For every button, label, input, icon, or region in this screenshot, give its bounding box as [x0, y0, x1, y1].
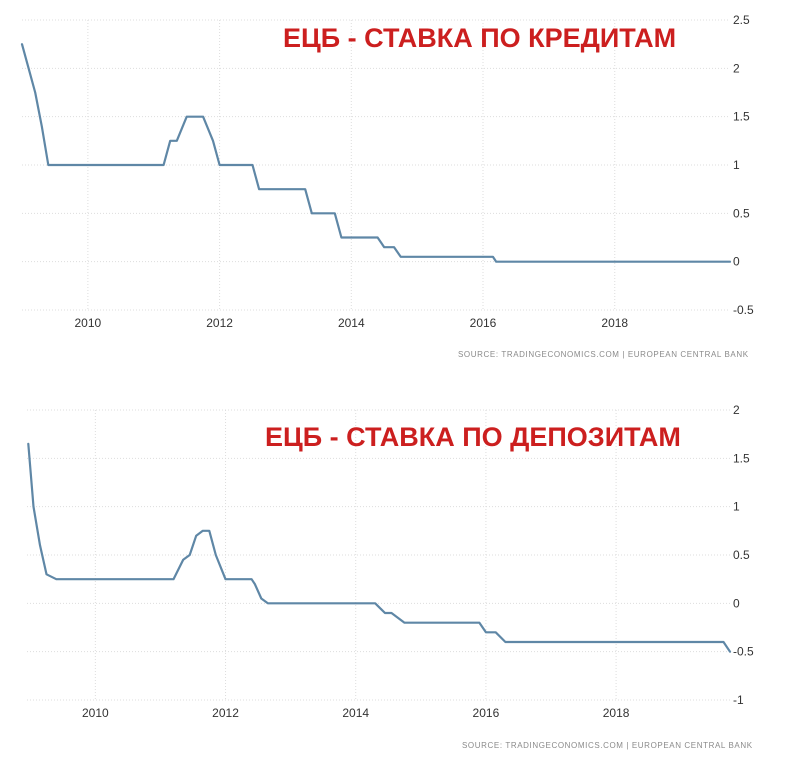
y-tick-label: 0	[733, 255, 740, 269]
y-tick-label: 2	[733, 61, 740, 75]
y-tick-label: -0.5	[733, 645, 754, 659]
y-tick-label: -0.5	[733, 303, 754, 317]
y-tick-label: -1	[733, 693, 744, 707]
source-note: SOURCE: TRADINGECONOMICS.COM | EUROPEAN …	[458, 350, 749, 359]
y-tick-label: 0.5	[733, 206, 750, 220]
x-tick-label: 2018	[603, 706, 630, 720]
y-tick-label: 2.5	[733, 13, 750, 27]
series-line	[20, 43, 732, 263]
y-tick-label: 1	[733, 500, 740, 514]
x-tick-label: 2014	[338, 316, 365, 330]
series-line	[27, 442, 732, 653]
y-tick-label: 1.5	[733, 110, 750, 124]
lending-rate-chart: 2010 2012 2014 2016 2018 2.5 2 1.5 1 0.5 0 -0.5 ЕЦБ…	[0, 0, 800, 380]
x-tick-label: 2012	[206, 316, 233, 330]
x-tick-label: 2010	[75, 316, 102, 330]
lending-rate-chart-svg: 2010 2012 2014 2016 2018 2.5 2 1.5 1 0.5 0 -0.5	[20, 13, 754, 330]
x-tick-label: 2016	[470, 316, 497, 330]
x-tick-label: 2018	[601, 316, 628, 330]
source-note: SOURCE: TRADINGECONOMICS.COM | EUROPEAN …	[462, 741, 753, 750]
chart-title: ЕЦБ - СТАВКА ПО КРЕДИТАМ	[283, 23, 677, 53]
x-tick-label: 2016	[473, 706, 500, 720]
y-tick-label: 1.5	[733, 451, 750, 465]
deposit-rate-chart: 2010 2012 2014 2016 2018 2 1.5 1 0.5 0 -0.5 -1 ЕЦБ …	[0, 385, 800, 774]
y-tick-label: 0	[733, 596, 740, 610]
y-tick-label: 2	[733, 403, 740, 417]
y-tick-label: 1	[733, 158, 740, 172]
chart-title: ЕЦБ - СТАВКА ПО ДЕПОЗИТАМ	[265, 422, 681, 452]
x-tick-label: 2012	[212, 706, 239, 720]
y-tick-label: 0.5	[733, 548, 750, 562]
deposit-rate-chart-svg: 2010 2012 2014 2016 2018 2 1.5 1 0.5 0 -0.5 -1	[27, 403, 754, 720]
x-tick-label: 2014	[342, 706, 369, 720]
x-tick-label: 2010	[82, 706, 109, 720]
